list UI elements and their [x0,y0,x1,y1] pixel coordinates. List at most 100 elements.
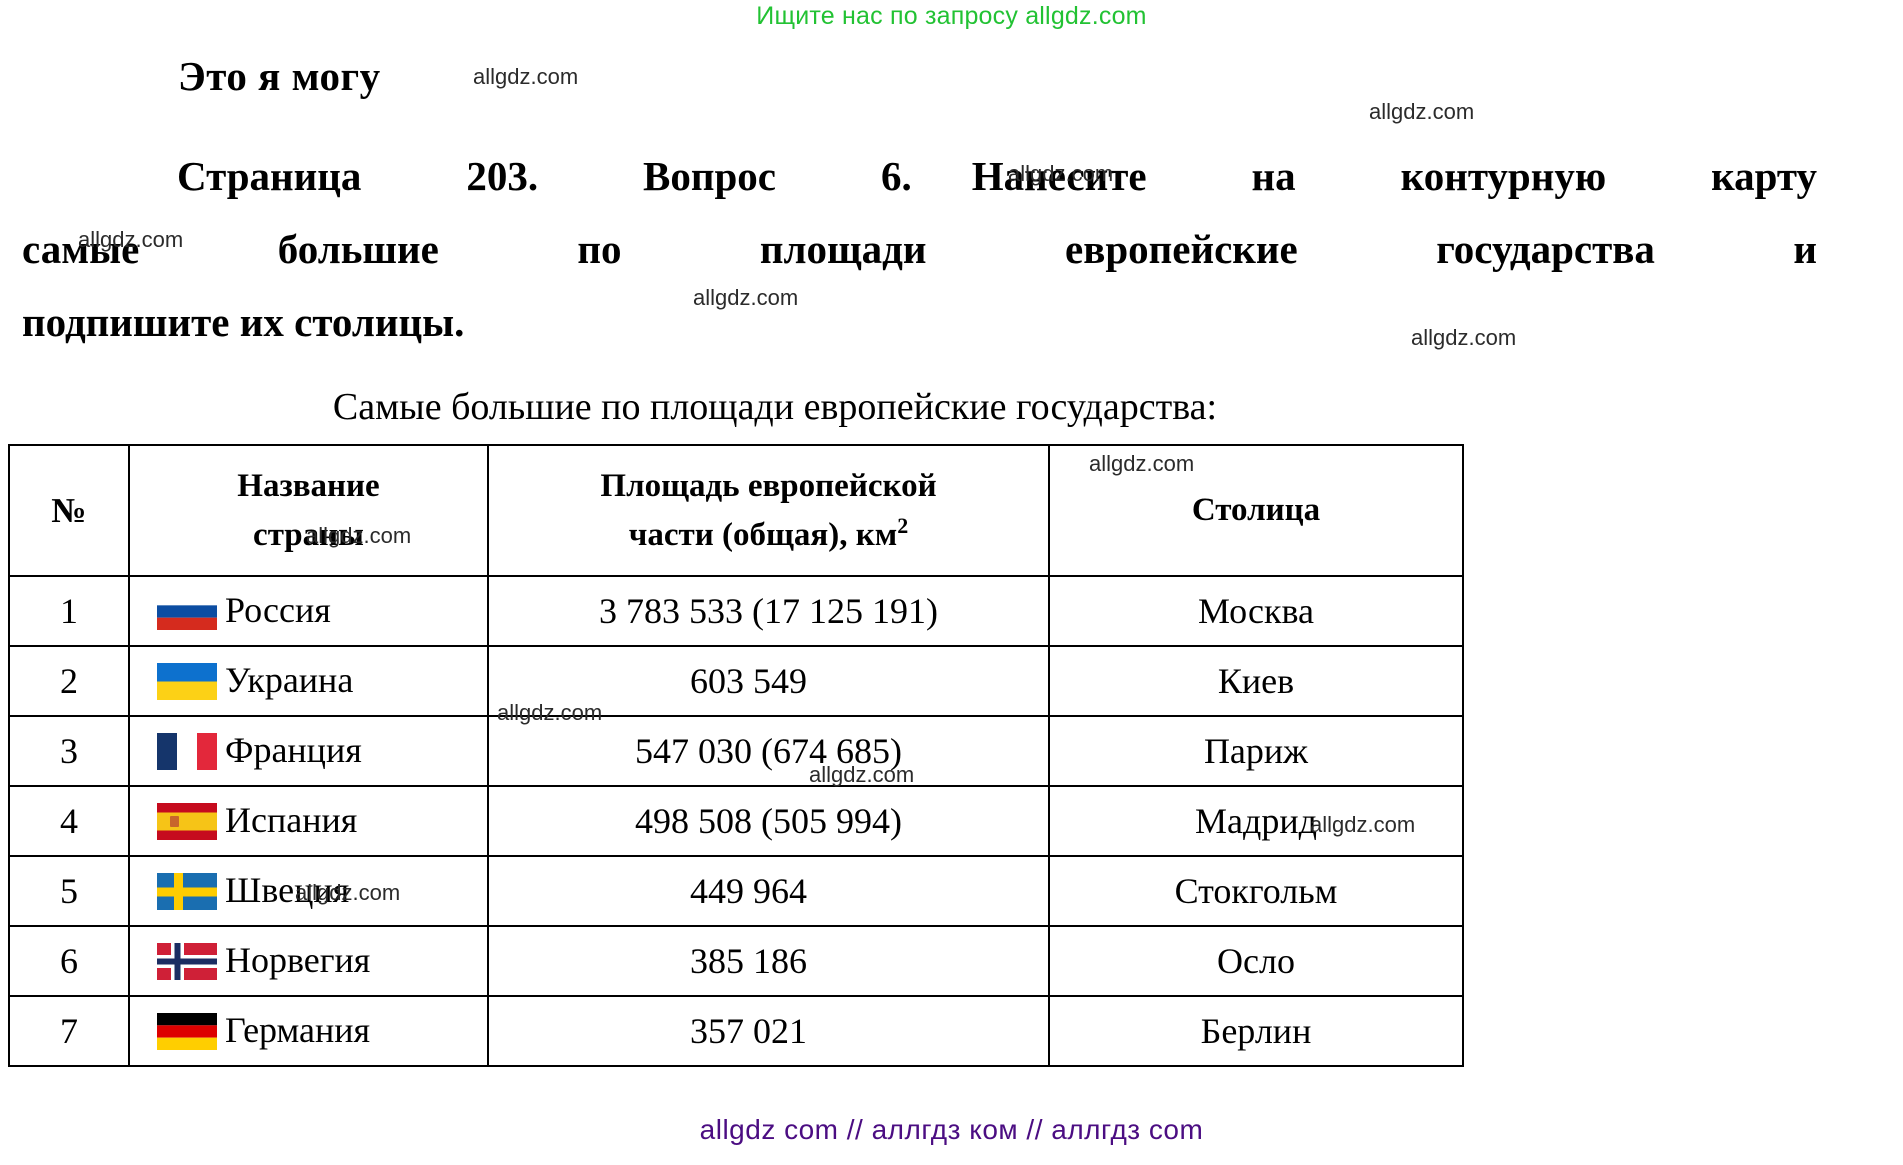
table-caption: Самые большие по площади европейские гос… [332,386,1218,428]
header-area-line1: Площадь европейской [600,467,937,504]
country-label: Швеция [225,869,350,910]
country-label: Россия [225,589,331,630]
country-label: Франция [225,729,362,770]
flag-germany-icon [157,1012,217,1050]
promo-banner: Ищите нас по запросу allgdz.com [756,2,1147,30]
countries-table-wrapper: № Название страны Площадь европейской ча… [8,444,1464,1067]
area-value: 3 783 533 (17 125 191) [599,591,938,631]
cell-country: Франция [128,715,489,787]
area-value: 547 030 (674 685) [635,731,902,771]
cell-number: 1 [8,575,130,647]
cell-country: Испания [128,785,489,857]
cell-capital: Мадрид [1048,785,1464,857]
cell-area: 547 030 (674 685) [487,715,1050,787]
header-area-superscript: 2 [897,512,909,538]
watermark: allgdz.com [295,880,401,905]
cell-number: 2 [8,645,130,717]
cell-capital: Осло [1048,925,1464,997]
header-capital: Столица [1048,444,1464,577]
watermark: allgdz.com [1411,325,1517,350]
header-area: Площадь европейской части (общая), км2 [487,444,1050,577]
countries-table: № Название страны Площадь европейской ча… [8,444,1464,1067]
cell-country: Норвегия [128,925,489,997]
cell-capital: Москва [1048,575,1464,647]
question-line-1: Страница 203. Вопрос 6. Нанесите на конту… [22,140,1817,213]
watermark: allgdz.com [473,64,579,89]
question-text-part1: Нанесите на контурную карту [971,153,1817,199]
flag-sweden-icon [157,872,217,910]
header-country-name-line2: страны [253,516,364,553]
header-country-name: Название страны [128,444,489,577]
flag-spain-icon [157,802,217,840]
country-name-wrapper: Германия [130,1012,487,1051]
country-label: Германия [225,1009,371,1050]
header-country-name-line1: Название [237,467,380,504]
watermark: allgdz.com [1369,99,1475,124]
cell-capital: Берлин [1048,995,1464,1067]
cell-area: 357 021 [487,995,1050,1067]
country-name-wrapper: Норвегия [130,942,487,981]
flag-russia-icon [157,592,217,630]
watermark: allgdz.com [1310,812,1416,837]
country-label: Норвегия [225,939,371,980]
table-row: 4 Испания 498 508 (505 994) Мадрид [8,785,1464,857]
table-row: 1 Россия 3 783 533 (17 125 191) Москва [8,575,1464,647]
area-value: 449 964 [690,871,807,911]
cell-area: 3 783 533 (17 125 191) [487,575,1050,647]
table-head: № Название страны Площадь европейской ча… [8,444,1464,577]
cell-country: Россия [128,575,489,647]
header-area-line2-text: части (общая), км [628,516,898,553]
cell-country: Швеция [128,855,489,927]
watermark: allgdz.com [1089,451,1195,476]
section-title: Это я могу [178,53,381,99]
header-area-line2: части (общая), км2 [489,511,1048,560]
area-value: 603 549 [690,661,807,701]
cell-number: 7 [8,995,130,1067]
area-value: 498 508 (505 994) [635,801,902,841]
area-value: 357 021 [690,1011,807,1051]
country-name-wrapper: Испания [130,802,487,841]
question-line-3: подпишите их столицы. [22,299,465,345]
header-number: № [8,444,130,577]
question-line-2: самые большие по площади европейские гос… [22,226,1817,272]
cell-capital: Париж [1048,715,1464,787]
flag-france-icon [157,732,217,770]
cell-capital: Стокгольм [1048,855,1464,927]
cell-number: 4 [8,785,130,857]
area-value: 385 186 [690,941,807,981]
watermark: allgdz.com [78,227,184,252]
watermark: allgdz.com [693,285,799,310]
cell-area: 385 186 [487,925,1050,997]
cell-country: Германия [128,995,489,1067]
flag-norway-icon [157,942,217,980]
table-row: 7 Германия 357 021 Берлин [8,995,1464,1067]
table-row: 2 Украина 603 549 Киев [8,645,1464,717]
watermark: allgdz.com [1008,161,1114,186]
country-label: Украина [225,659,354,700]
question-number: Страница 203. Вопрос 6. [177,153,912,199]
table-row: 3 Франция 547 030 (674 685) Париж [8,715,1464,787]
country-name-wrapper: Россия [130,592,487,631]
cell-number: 6 [8,925,130,997]
watermark: allgdz.com [497,700,603,725]
table-row: 5 Швеция 449 964 Стокгольм [8,855,1464,927]
cell-country: Украина [128,645,489,717]
question-block: Страница 203. Вопрос 6. Нанесите на конту… [22,140,1817,359]
country-label: Испания [225,799,358,840]
watermark: allgdz.com [306,523,412,548]
table-row: 6 Норвегия 385 186 Осло [8,925,1464,997]
watermark: allgdz.com [809,762,915,787]
cell-number: 3 [8,715,130,787]
flag-ukraine-icon [157,662,217,700]
cell-area: 603 549 [487,645,1050,717]
cell-area: 498 508 (505 994) [487,785,1050,857]
country-name-wrapper: Франция [130,732,487,771]
table-header-row: № Название страны Площадь европейской ча… [8,444,1464,577]
footer-branding: allgdz com // аллгдз ком // аллгдз com [699,1114,1204,1145]
cell-capital: Киев [1048,645,1464,717]
cell-area: 449 964 [487,855,1050,927]
country-name-wrapper: Украина [130,662,487,701]
country-name-wrapper: Швеция [130,872,487,911]
table-body: 1 Россия 3 783 533 (17 125 191) Москва 2 Укра… [8,575,1464,1067]
